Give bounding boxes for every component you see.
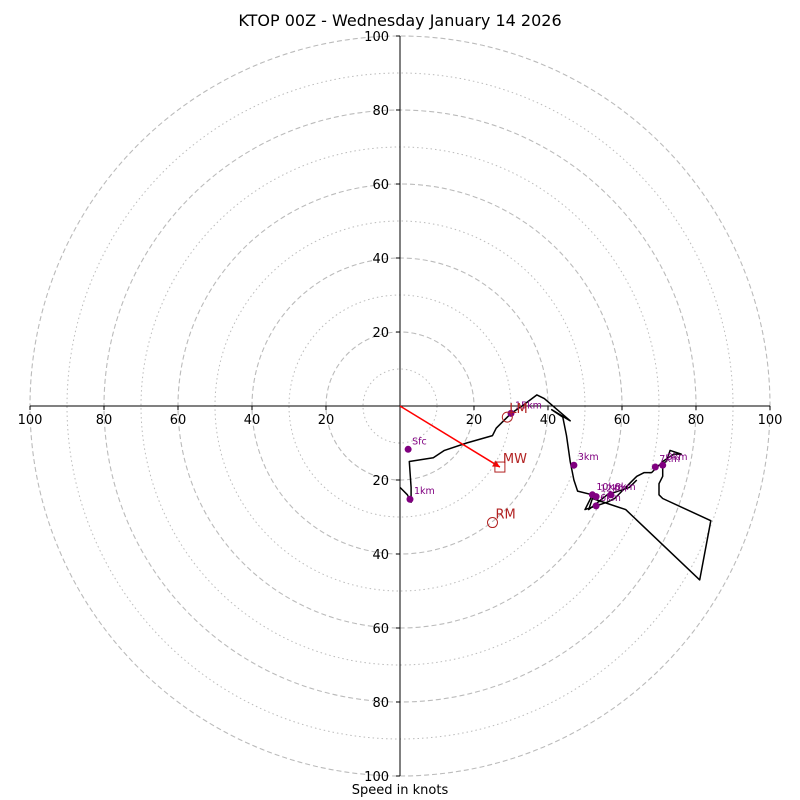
x-tick-label: 20 bbox=[466, 413, 483, 428]
height-label-9km: 9km bbox=[667, 452, 688, 463]
tick-labels: 100 100 80 80 60 60 40 40 20 20 20 20 40 40 60 60 80 80 10… bbox=[18, 30, 783, 785]
height-point-12km bbox=[592, 493, 600, 501]
y-tick-label: 40 bbox=[372, 252, 389, 267]
y-tick-label: 80 bbox=[372, 696, 389, 711]
x-axis-label: Speed in knots bbox=[351, 783, 449, 798]
height-label-1km: 1km bbox=[414, 486, 435, 497]
lm-marker bbox=[501, 411, 513, 423]
lm-label: LM bbox=[509, 402, 527, 417]
height-label-Sfc: Sfc bbox=[412, 436, 427, 447]
x-tick-label: 40 bbox=[244, 413, 261, 428]
height-label-12km: 12km bbox=[600, 484, 627, 495]
mw-marker bbox=[494, 461, 506, 473]
y-tick-label: 80 bbox=[372, 104, 389, 119]
rm-marker bbox=[487, 517, 498, 529]
y-tick-label: 100 bbox=[364, 30, 389, 45]
x-tick-label: 20 bbox=[318, 413, 335, 428]
height-point-1km bbox=[406, 495, 414, 503]
height-label-15km: 15km bbox=[515, 400, 542, 411]
rm-label: RM bbox=[496, 508, 516, 523]
hodograph-line bbox=[399, 394, 712, 581]
height-point-7km bbox=[651, 463, 659, 471]
storm-motion-markers: MW RM LM bbox=[487, 402, 528, 529]
hodograph-trace bbox=[399, 394, 712, 581]
height-point-8km bbox=[607, 491, 615, 499]
x-tick-label: 60 bbox=[614, 413, 631, 428]
x-tick-label: 60 bbox=[170, 413, 187, 428]
mw-label: MW bbox=[503, 452, 527, 467]
x-tick-label: 100 bbox=[18, 413, 43, 428]
y-tick-label: 40 bbox=[372, 548, 389, 563]
height-point-9km bbox=[659, 461, 667, 469]
chart-title: KTOP 00Z - Wednesday January 14 2026 bbox=[238, 11, 562, 30]
height-label-6km: 6km bbox=[600, 493, 621, 504]
height-point-3km bbox=[570, 461, 578, 469]
height-label-7km: 7km bbox=[659, 454, 680, 465]
height-label-3km: 3km bbox=[578, 452, 599, 463]
x-tick-label: 80 bbox=[96, 413, 113, 428]
height-label-10km: 10km bbox=[596, 482, 623, 493]
height-point-Sfc bbox=[404, 445, 412, 453]
x-tick-label: 100 bbox=[758, 413, 783, 428]
y-tick-label: 20 bbox=[372, 326, 389, 341]
y-tick-label: 60 bbox=[372, 178, 389, 193]
shear-vector-arrowhead bbox=[492, 460, 500, 468]
shear-vector-line bbox=[399, 405, 501, 468]
x-tick-label: 80 bbox=[688, 413, 705, 428]
y-tick-label: 60 bbox=[372, 622, 389, 637]
y-tick-label: 20 bbox=[372, 474, 389, 489]
height-label-8km: 8km bbox=[615, 482, 636, 493]
x-tick-label: 40 bbox=[540, 413, 557, 428]
height-point-6km bbox=[592, 502, 600, 510]
shear-vector bbox=[399, 405, 501, 468]
y-tick-label: 100 bbox=[364, 770, 389, 785]
